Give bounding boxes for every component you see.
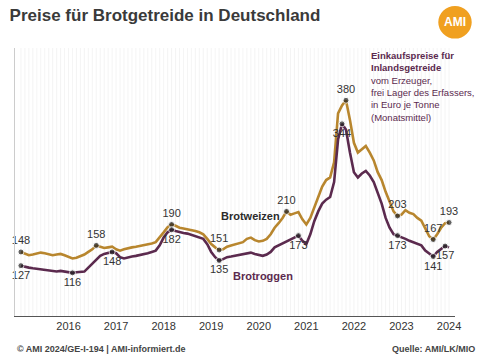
svg-text:Preise für Brotgetreide in Deu: Preise für Brotgetreide in Deutschland (10, 6, 321, 25)
svg-text:151: 151 (210, 232, 228, 244)
svg-text:2022: 2022 (342, 320, 366, 332)
svg-text:2020: 2020 (247, 320, 271, 332)
svg-text:135: 135 (210, 263, 228, 275)
svg-text:Quelle: AMI/LK/MIO: Quelle: AMI/LK/MIO (392, 344, 475, 354)
svg-text:193: 193 (440, 205, 458, 217)
svg-text:157: 157 (436, 249, 454, 261)
svg-text:Brotweizen: Brotweizen (221, 210, 280, 222)
svg-text:141: 141 (424, 260, 442, 272)
svg-text:2019: 2019 (199, 320, 223, 332)
svg-text:2017: 2017 (104, 320, 128, 332)
svg-text:344: 344 (333, 127, 351, 139)
svg-text:158: 158 (87, 228, 105, 240)
svg-text:116: 116 (64, 276, 82, 288)
svg-text:380: 380 (337, 83, 355, 95)
svg-text:203: 203 (388, 198, 406, 210)
svg-text:2023: 2023 (389, 320, 413, 332)
svg-text:167: 167 (424, 222, 442, 234)
svg-text:173: 173 (289, 239, 307, 251)
svg-text:2024: 2024 (437, 320, 461, 332)
svg-text:2021: 2021 (294, 320, 318, 332)
svg-text:Einkaufspreise fürInlandsgetre: Einkaufspreise fürInlandsgetreidevom Erz… (371, 50, 475, 123)
svg-text:© AMI 2024/GE-I-194 | AMI-info: © AMI 2024/GE-I-194 | AMI-informiert.de (17, 344, 186, 354)
svg-text:173: 173 (388, 239, 406, 251)
svg-text:148: 148 (103, 255, 121, 267)
svg-text:210: 210 (277, 194, 295, 206)
svg-text:190: 190 (162, 207, 180, 219)
svg-text:2018: 2018 (151, 320, 175, 332)
svg-text:182: 182 (162, 233, 180, 245)
svg-text:Brotroggen: Brotroggen (233, 270, 293, 282)
svg-text:AMI: AMI (444, 15, 466, 29)
svg-text:127: 127 (12, 269, 30, 281)
svg-text:2016: 2016 (56, 320, 80, 332)
svg-text:148: 148 (12, 234, 30, 246)
